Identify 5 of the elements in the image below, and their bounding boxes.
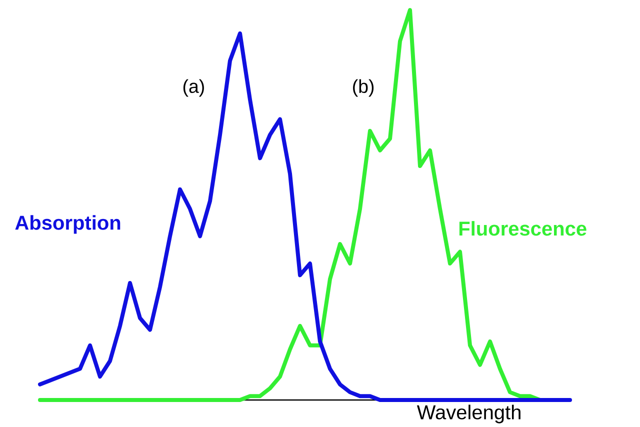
x-axis-title: Wavelength	[416, 404, 520, 424]
annotation: (a)	[183, 79, 204, 97]
series-label: Fluorescence	[459, 221, 586, 236]
text: Absorption	[15, 215, 120, 234]
annotation: (b)	[353, 79, 374, 97]
